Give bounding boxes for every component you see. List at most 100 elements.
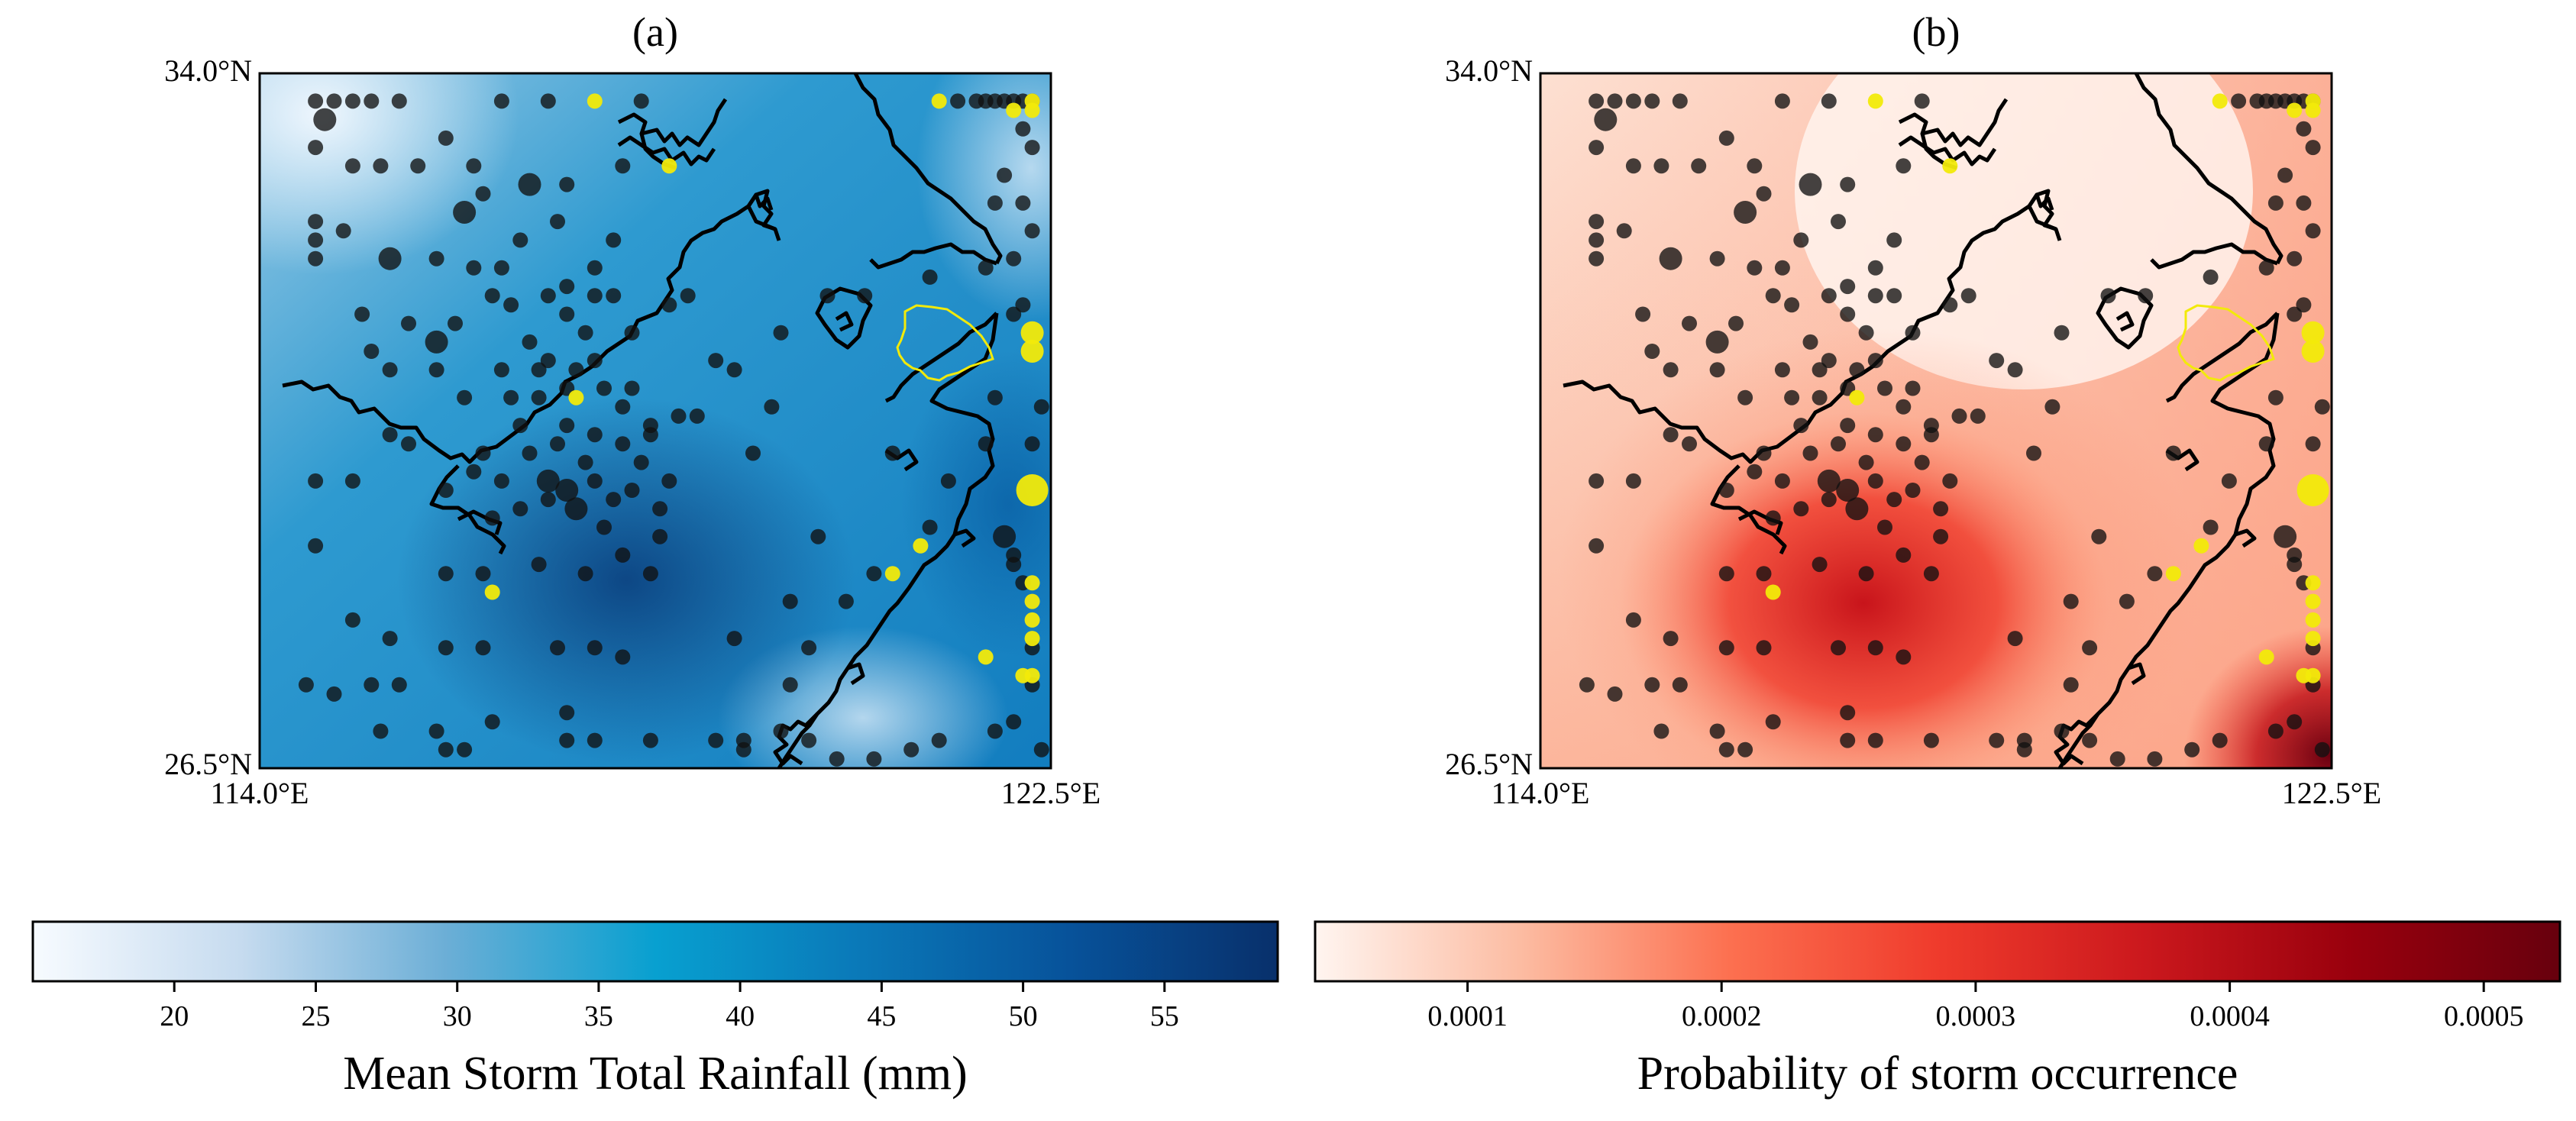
station-point-b bbox=[1756, 186, 1772, 202]
coastal-station-point-b bbox=[2305, 575, 2321, 591]
station-point-b bbox=[1960, 288, 1976, 304]
station-point-a bbox=[326, 686, 342, 702]
station-point-b bbox=[1845, 497, 1869, 521]
station-point-b bbox=[1923, 566, 1939, 582]
station-point-b bbox=[1774, 362, 1790, 378]
station-point-a bbox=[801, 640, 817, 656]
panel-a-lon-right: 122.5°E bbox=[1001, 776, 1101, 810]
station-point-b bbox=[2258, 260, 2274, 276]
colorbar-tick-label: 20 bbox=[160, 1000, 189, 1032]
station-point-b bbox=[2054, 723, 2070, 739]
station-point-a bbox=[1024, 140, 1040, 156]
station-point-b bbox=[2119, 593, 2135, 609]
station-point-a bbox=[987, 195, 1003, 211]
station-point-b bbox=[2287, 714, 2303, 730]
station-point-a bbox=[596, 519, 612, 535]
station-point-b bbox=[1793, 418, 1809, 434]
station-point-b bbox=[2063, 593, 2079, 609]
station-point-a bbox=[512, 418, 528, 434]
panel-b: (b) 34.0°N 26.5°N 114.0°E 122.5°E bbox=[1445, 9, 2381, 810]
station-point-b bbox=[2314, 399, 2330, 415]
station-point-b bbox=[1817, 469, 1841, 493]
station-point-a bbox=[531, 389, 547, 405]
station-point-b bbox=[2258, 436, 2274, 452]
station-point-a bbox=[308, 538, 324, 554]
station-point-b bbox=[2063, 677, 2079, 693]
station-point-a bbox=[587, 473, 603, 489]
station-point-a bbox=[782, 593, 798, 609]
station-point-b bbox=[1589, 250, 1605, 267]
station-point-a bbox=[782, 677, 798, 693]
station-point-b bbox=[1644, 93, 1660, 109]
station-point-a bbox=[624, 380, 640, 396]
station-point-b bbox=[2026, 445, 2041, 461]
station-point-a bbox=[550, 640, 565, 656]
station-point-b bbox=[1589, 93, 1605, 109]
colorbar-tick-label: 0.0001 bbox=[1427, 1000, 1508, 1032]
rainfall-high-zone-east bbox=[901, 351, 1051, 657]
colorbar-tick-label: 0.0003 bbox=[1936, 1000, 2016, 1032]
station-point-b bbox=[2203, 269, 2219, 285]
colorbar-tick-label: 50 bbox=[1009, 1000, 1038, 1032]
station-point-a bbox=[1015, 195, 1031, 211]
station-point-a bbox=[466, 260, 482, 276]
station-point-a bbox=[475, 186, 491, 202]
station-point-a bbox=[559, 279, 575, 295]
station-point-a bbox=[587, 427, 603, 443]
station-point-b bbox=[1840, 380, 1856, 396]
station-point-b bbox=[2147, 566, 2163, 582]
station-point-b bbox=[2274, 525, 2297, 548]
station-point-b bbox=[2277, 167, 2293, 183]
station-point-b bbox=[1589, 473, 1605, 489]
station-point-b bbox=[1858, 566, 1874, 582]
station-point-a bbox=[344, 612, 360, 628]
coastal-station-point-a bbox=[661, 158, 677, 174]
station-point-a bbox=[484, 714, 500, 730]
station-point-a bbox=[708, 732, 724, 748]
station-point-b bbox=[1718, 640, 1734, 656]
station-point-a bbox=[364, 677, 380, 693]
station-point-b bbox=[2231, 93, 2247, 109]
probability-high-zone-southeast bbox=[2184, 626, 2332, 768]
coastal-station-point-b bbox=[2296, 667, 2312, 683]
station-point-a bbox=[978, 260, 994, 276]
station-point-b bbox=[1840, 418, 1856, 434]
station-point-a bbox=[308, 93, 324, 109]
colorbar-probability: 0.0001 0.0002 0.0003 0.0004 0.0005 Probabili… bbox=[1314, 920, 2561, 1100]
station-point-a bbox=[801, 732, 817, 748]
station-point-a bbox=[354, 306, 370, 322]
station-point-a bbox=[564, 497, 588, 521]
station-point-a bbox=[555, 479, 579, 502]
colorbar-tick-label: 35 bbox=[584, 1000, 613, 1032]
colorbar-rainfall-bar bbox=[31, 920, 1279, 983]
station-point-b bbox=[1867, 260, 1883, 276]
station-point-b bbox=[1709, 362, 1725, 378]
station-point-b bbox=[2007, 362, 2023, 378]
station-point-b bbox=[2296, 195, 2312, 211]
station-point-b bbox=[1858, 325, 1874, 341]
coastal-station-point-a bbox=[913, 538, 929, 554]
colorbar-probability-bar bbox=[1314, 920, 2561, 983]
station-point-b bbox=[1905, 380, 1921, 396]
coastal-station-point-a bbox=[1024, 593, 1040, 609]
station-point-a bbox=[1006, 250, 1022, 267]
station-point-a bbox=[587, 353, 603, 369]
station-point-a bbox=[559, 306, 575, 322]
station-point-a bbox=[410, 158, 426, 174]
station-point-b bbox=[2054, 325, 2070, 341]
station-point-a bbox=[298, 677, 314, 693]
station-point-a bbox=[1006, 557, 1022, 573]
station-point-a bbox=[475, 640, 491, 656]
station-point-b bbox=[1896, 436, 1912, 452]
coastal-station-point-b bbox=[2301, 321, 2325, 344]
station-point-a bbox=[438, 130, 454, 146]
station-point-b bbox=[1812, 557, 1828, 573]
station-point-a bbox=[866, 751, 882, 767]
coastal-station-point-b bbox=[2305, 93, 2321, 109]
colorbar-tick-label: 30 bbox=[443, 1000, 472, 1032]
station-point-a bbox=[475, 566, 491, 582]
coastal-station-point-b bbox=[2258, 649, 2274, 665]
station-point-b bbox=[1616, 223, 1632, 239]
station-point-b bbox=[2044, 399, 2060, 415]
